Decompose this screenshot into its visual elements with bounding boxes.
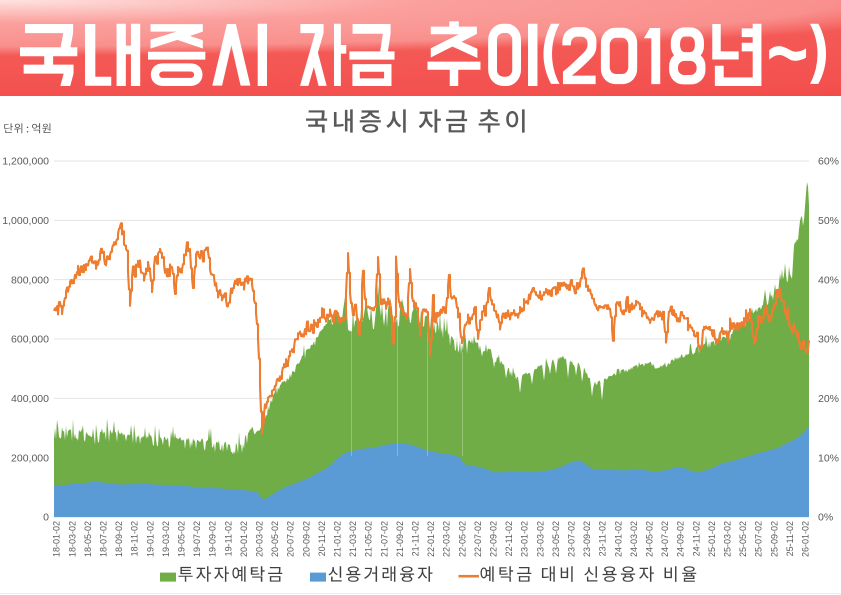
svg-text:18-01-02: 18-01-02: [52, 521, 62, 557]
svg-text:24-11-02: 24-11-02: [691, 521, 701, 556]
svg-text:19-05-02: 19-05-02: [177, 521, 187, 557]
svg-text:21-11-02: 21-11-02: [411, 521, 421, 556]
svg-text:21-03-02: 21-03-02: [348, 521, 358, 557]
svg-text:18-07-02: 18-07-02: [99, 521, 109, 557]
svg-text:26-01-02: 26-01-02: [801, 521, 811, 557]
svg-text:18-03-02: 18-03-02: [67, 521, 77, 557]
svg-text:21-07-02: 21-07-02: [379, 521, 389, 557]
svg-text:23-01-02: 23-01-02: [520, 521, 530, 557]
svg-text:1,000,000: 1,000,000: [2, 215, 49, 227]
svg-text:0: 0: [43, 512, 49, 524]
svg-text:22-01-02: 22-01-02: [426, 521, 436, 557]
svg-text:20-01-02: 20-01-02: [239, 521, 249, 557]
svg-text:22-03-02: 22-03-02: [442, 521, 452, 557]
svg-text:22-09-02: 22-09-02: [489, 521, 499, 557]
svg-text:24-03-02: 24-03-02: [629, 521, 639, 557]
svg-text:400,000: 400,000: [11, 393, 49, 405]
svg-text:600,000: 600,000: [11, 334, 49, 346]
svg-text:20-07-02: 20-07-02: [286, 521, 296, 557]
svg-text:30%: 30%: [818, 334, 839, 346]
svg-text:800,000: 800,000: [11, 274, 49, 286]
svg-text:25-01-02: 25-01-02: [707, 521, 717, 557]
svg-text:21-01-02: 21-01-02: [333, 521, 343, 557]
svg-text:22-11-02: 22-11-02: [504, 521, 514, 556]
svg-text:25-05-02: 25-05-02: [738, 521, 748, 557]
svg-text:18-09-02: 18-09-02: [114, 521, 124, 557]
svg-text:22-07-02: 22-07-02: [473, 521, 483, 557]
svg-text:25-07-02: 25-07-02: [754, 521, 764, 557]
svg-text:23-03-02: 23-03-02: [535, 521, 545, 557]
svg-text:1,200,000: 1,200,000: [2, 156, 49, 168]
svg-text:60%: 60%: [818, 156, 839, 168]
svg-text:19-07-02: 19-07-02: [192, 521, 202, 557]
svg-text:23-05-02: 23-05-02: [551, 521, 561, 557]
svg-text:19-01-02: 19-01-02: [145, 521, 155, 557]
svg-text:18-05-02: 18-05-02: [83, 521, 93, 557]
svg-text:200,000: 200,000: [11, 452, 49, 464]
svg-text:19-09-02: 19-09-02: [208, 521, 218, 557]
svg-text:24-01-02: 24-01-02: [613, 521, 623, 557]
svg-text:24-05-02: 24-05-02: [645, 521, 655, 557]
svg-text:25-03-02: 25-03-02: [723, 521, 733, 557]
svg-text:21-05-02: 21-05-02: [364, 521, 374, 557]
svg-text:0%: 0%: [818, 512, 833, 524]
svg-text:10%: 10%: [818, 452, 839, 464]
svg-text:24-09-02: 24-09-02: [676, 521, 686, 557]
svg-text:20-05-02: 20-05-02: [270, 521, 280, 557]
svg-text:23-07-02: 23-07-02: [567, 521, 577, 557]
svg-text:23-11-02: 23-11-02: [598, 521, 608, 556]
svg-text:20-11-02: 20-11-02: [317, 521, 327, 556]
svg-text:19-03-02: 19-03-02: [161, 521, 171, 557]
svg-text:40%: 40%: [818, 274, 839, 286]
svg-text:24-07-02: 24-07-02: [660, 521, 670, 557]
svg-text:20-09-02: 20-09-02: [301, 521, 311, 557]
svg-text:18-11-02: 18-11-02: [130, 521, 140, 556]
svg-text:25-09-02: 25-09-02: [769, 521, 779, 557]
svg-text:19-11-02: 19-11-02: [223, 521, 233, 556]
svg-text:22-05-02: 22-05-02: [457, 521, 467, 557]
svg-text:50%: 50%: [818, 215, 839, 227]
svg-text:20%: 20%: [818, 393, 839, 405]
svg-text:25-11-02: 25-11-02: [785, 521, 795, 556]
svg-text:23-09-02: 23-09-02: [582, 521, 592, 557]
svg-text:21-09-02: 21-09-02: [395, 521, 405, 557]
svg-text:20-03-02: 20-03-02: [255, 521, 265, 557]
